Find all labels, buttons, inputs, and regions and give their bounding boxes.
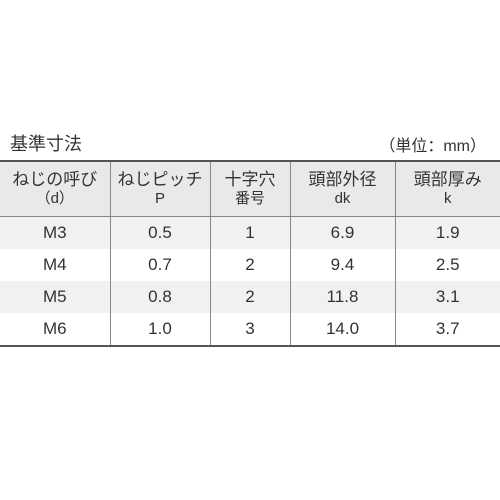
cell-p: 0.8	[110, 281, 210, 313]
cell-d: M3	[0, 217, 110, 250]
cell-cr: 2	[210, 249, 290, 281]
cell-k: 3.1	[395, 281, 500, 313]
page: 基準寸法 （単位：mm） ねじの呼び （d） ねじピッチ P 十字穴	[0, 0, 500, 500]
col-header-sub: k	[398, 190, 499, 209]
header-row: ねじの呼び （d） ねじピッチ P 十字穴 番号 頭部外径 dk 頭部厚み	[0, 161, 500, 217]
cell-cr: 2	[210, 281, 290, 313]
col-header-k: 頭部厚み k	[395, 161, 500, 217]
col-header-top: ねじの呼び	[12, 170, 97, 189]
cell-dk: 6.9	[290, 217, 395, 250]
table-row: M5 0.8 2 11.8 3.1	[0, 281, 500, 313]
table-row: M4 0.7 2 9.4 2.5	[0, 249, 500, 281]
cell-d: M6	[0, 313, 110, 346]
col-header-sub: dk	[293, 190, 393, 209]
col-header-top: 頭部厚み	[414, 170, 482, 189]
col-header-top: 十字穴	[225, 170, 276, 189]
cell-p: 0.7	[110, 249, 210, 281]
cell-dk: 14.0	[290, 313, 395, 346]
table-row: M6 1.0 3 14.0 3.7	[0, 313, 500, 346]
col-header-d: ねじの呼び （d）	[0, 161, 110, 217]
table-row: M3 0.5 1 6.9 1.9	[0, 217, 500, 250]
col-header-cross: 十字穴 番号	[210, 161, 290, 217]
col-header-top: ねじピッチ	[118, 170, 203, 189]
unit-label: （単位：mm）	[379, 132, 486, 156]
col-header-top: 頭部外径	[309, 170, 377, 189]
cell-d: M4	[0, 249, 110, 281]
cell-p: 0.5	[110, 217, 210, 250]
col-header-p: ねじピッチ P	[110, 161, 210, 217]
col-header-dk: 頭部外径 dk	[290, 161, 395, 217]
cell-dk: 11.8	[290, 281, 395, 313]
cell-k: 1.9	[395, 217, 500, 250]
cell-d: M5	[0, 281, 110, 313]
cell-k: 3.7	[395, 313, 500, 346]
col-header-sub: （d）	[2, 190, 108, 209]
cell-k: 2.5	[395, 249, 500, 281]
cell-dk: 9.4	[290, 249, 395, 281]
spec-table: ねじの呼び （d） ねじピッチ P 十字穴 番号 頭部外径 dk 頭部厚み	[0, 160, 500, 347]
cell-p: 1.0	[110, 313, 210, 346]
table-title: 基準寸法	[10, 130, 82, 156]
cell-cr: 3	[210, 313, 290, 346]
cell-cr: 1	[210, 217, 290, 250]
col-header-sub: P	[113, 190, 208, 209]
col-header-sub: 番号	[213, 190, 288, 209]
title-row: 基準寸法 （単位：mm）	[0, 130, 500, 160]
